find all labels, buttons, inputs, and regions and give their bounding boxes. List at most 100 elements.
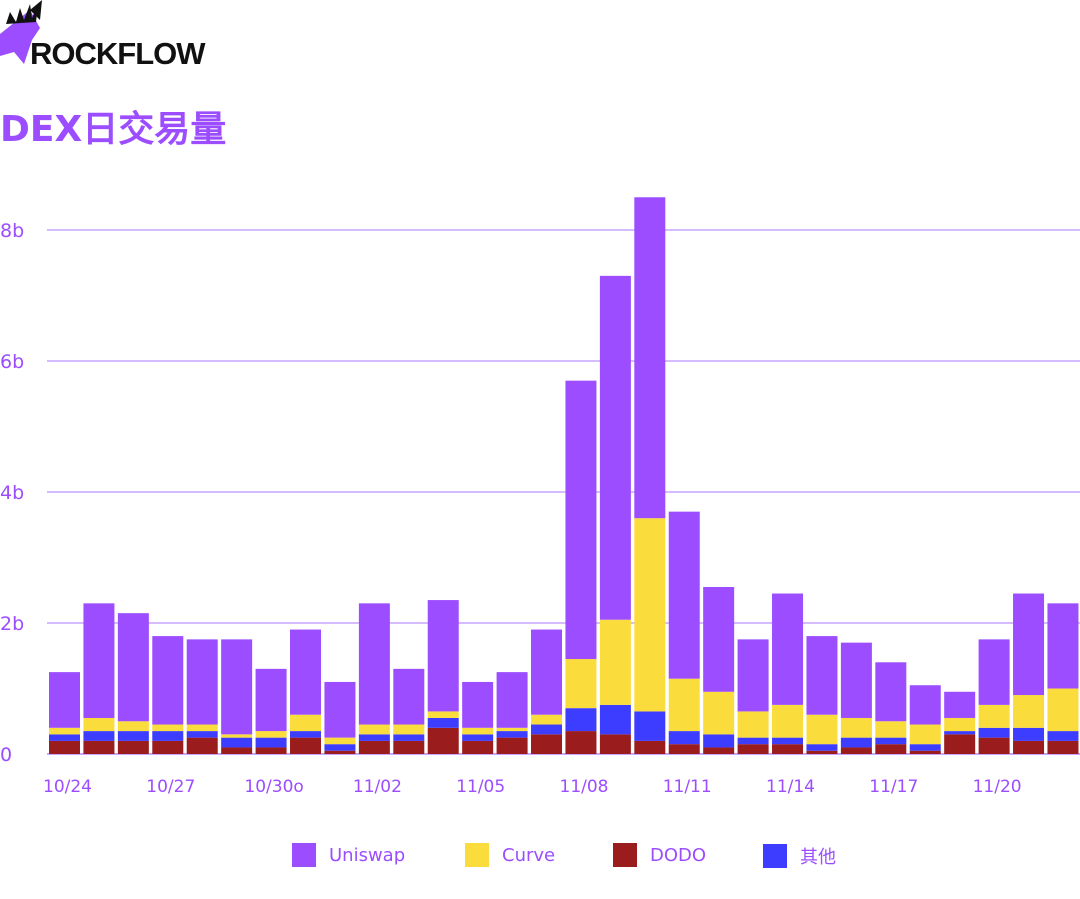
bar-dodo (186, 737, 218, 755)
bar-dodo (358, 740, 390, 754)
bar-dodo (324, 750, 356, 755)
bar-curve (909, 724, 941, 745)
bar-other (737, 737, 769, 745)
x-tick-label: 11/02 (353, 777, 402, 797)
bar-uniswap (703, 586, 735, 692)
bar-other (152, 731, 184, 741)
bar-curve (427, 711, 459, 718)
bar-uniswap (634, 197, 666, 519)
bar-stack-10-28 (186, 639, 218, 755)
bar-other (909, 744, 941, 751)
bar-other (324, 744, 356, 751)
bar-uniswap (427, 600, 459, 712)
bar-stack-11-05 (462, 681, 494, 754)
bar-uniswap (668, 511, 700, 679)
legend: Uniswap Curve DODO 其他 (0, 843, 1080, 871)
legend-label-uniswap: Uniswap (329, 844, 406, 866)
bar-stack-11-14 (772, 593, 804, 754)
bar-uniswap (840, 642, 872, 718)
bar-dodo (152, 740, 184, 754)
bar-uniswap (875, 662, 907, 722)
bar-curve (1013, 695, 1045, 728)
bar-uniswap (83, 603, 115, 718)
bar-uniswap (531, 629, 563, 715)
bar-dodo (83, 740, 115, 754)
bar-curve (290, 714, 322, 732)
bar-dodo (1013, 740, 1045, 754)
bar-stack-11-17 (875, 662, 907, 754)
bar-curve (978, 704, 1010, 728)
bar-dodo (875, 744, 907, 754)
bar-uniswap (358, 603, 390, 725)
bar-dodo (117, 740, 149, 754)
bar-curve (703, 691, 735, 735)
bar-dodo (462, 740, 494, 754)
bar-curve (875, 721, 907, 738)
bar-uniswap (909, 685, 941, 725)
bar-other (496, 731, 528, 738)
bar-other (393, 734, 425, 741)
bar-uniswap (152, 636, 184, 725)
legend-item-other: 其他 (763, 843, 836, 869)
bar-uniswap (944, 691, 976, 718)
bar-curve (599, 619, 631, 705)
bar-uniswap (772, 593, 804, 705)
bar-curve (117, 721, 149, 732)
bar-other (978, 727, 1010, 738)
bar-stack-11-07 (531, 629, 563, 754)
bar-other (290, 731, 322, 738)
bar-other (49, 734, 80, 741)
y-axis: 0 2b 4b 6b 8b (0, 220, 24, 766)
bar-curve (49, 727, 80, 735)
bar-stack-11-10 (634, 197, 666, 754)
legend-item-curve: Curve (465, 843, 555, 867)
bar-dodo (49, 740, 80, 754)
y-tick-label: 4b (0, 482, 24, 504)
bar-other (427, 717, 459, 728)
bar-dodo (565, 731, 597, 754)
bar-stack-10-29 (221, 639, 253, 754)
bar-uniswap (1013, 593, 1045, 696)
bar-other (1013, 727, 1045, 741)
bar-curve (152, 724, 184, 732)
bar-stack-10-26 (117, 613, 149, 754)
bar-curve (840, 717, 872, 738)
legend-swatch-curve (465, 843, 489, 867)
bar-stack-11-21 (1013, 593, 1045, 754)
bar-curve (324, 737, 356, 745)
bar-dodo (531, 734, 563, 754)
legend-label-curve: Curve (502, 844, 556, 866)
bar-uniswap (49, 672, 80, 728)
bar-other (83, 731, 115, 741)
bar-curve (806, 714, 838, 745)
bar-stack-11-20 (978, 639, 1010, 755)
bar-other (944, 731, 976, 735)
bar-other (875, 737, 907, 745)
bar-uniswap (496, 672, 528, 728)
x-tick-label: 10/27 (146, 777, 195, 797)
bar-curve (634, 518, 666, 712)
bar-stack-11-12 (703, 586, 735, 754)
grid (47, 229, 1080, 755)
legend-label-dodo: DODO (650, 844, 707, 866)
bar-other (462, 734, 494, 741)
bar-dodo (221, 747, 253, 754)
bar-stack-11-08 (565, 380, 597, 754)
bar-curve (565, 659, 597, 709)
bar-curve (462, 727, 494, 735)
brand-name: ROCKFLOW (30, 36, 206, 71)
bar-other (703, 734, 735, 748)
bar-stack-11-13 (737, 639, 769, 754)
unicorn-icon (0, 0, 42, 64)
bar-dodo (737, 744, 769, 754)
bar-curve (255, 731, 287, 738)
bar-uniswap (186, 639, 218, 725)
stacked-bar-chart: 0 2b 4b 6b 8b 10/24 10/27 10/30o 11/02 11/05 11/0… (0, 197, 1080, 797)
x-tick-label: 11/05 (456, 777, 505, 797)
bar-dodo (393, 740, 425, 754)
bar-stack-10-31 (290, 629, 322, 755)
bar-stack-11-06 (496, 672, 528, 755)
bar-dodo (978, 737, 1010, 755)
bar-dodo (290, 737, 322, 755)
legend-item-uniswap: Uniswap (292, 843, 405, 867)
